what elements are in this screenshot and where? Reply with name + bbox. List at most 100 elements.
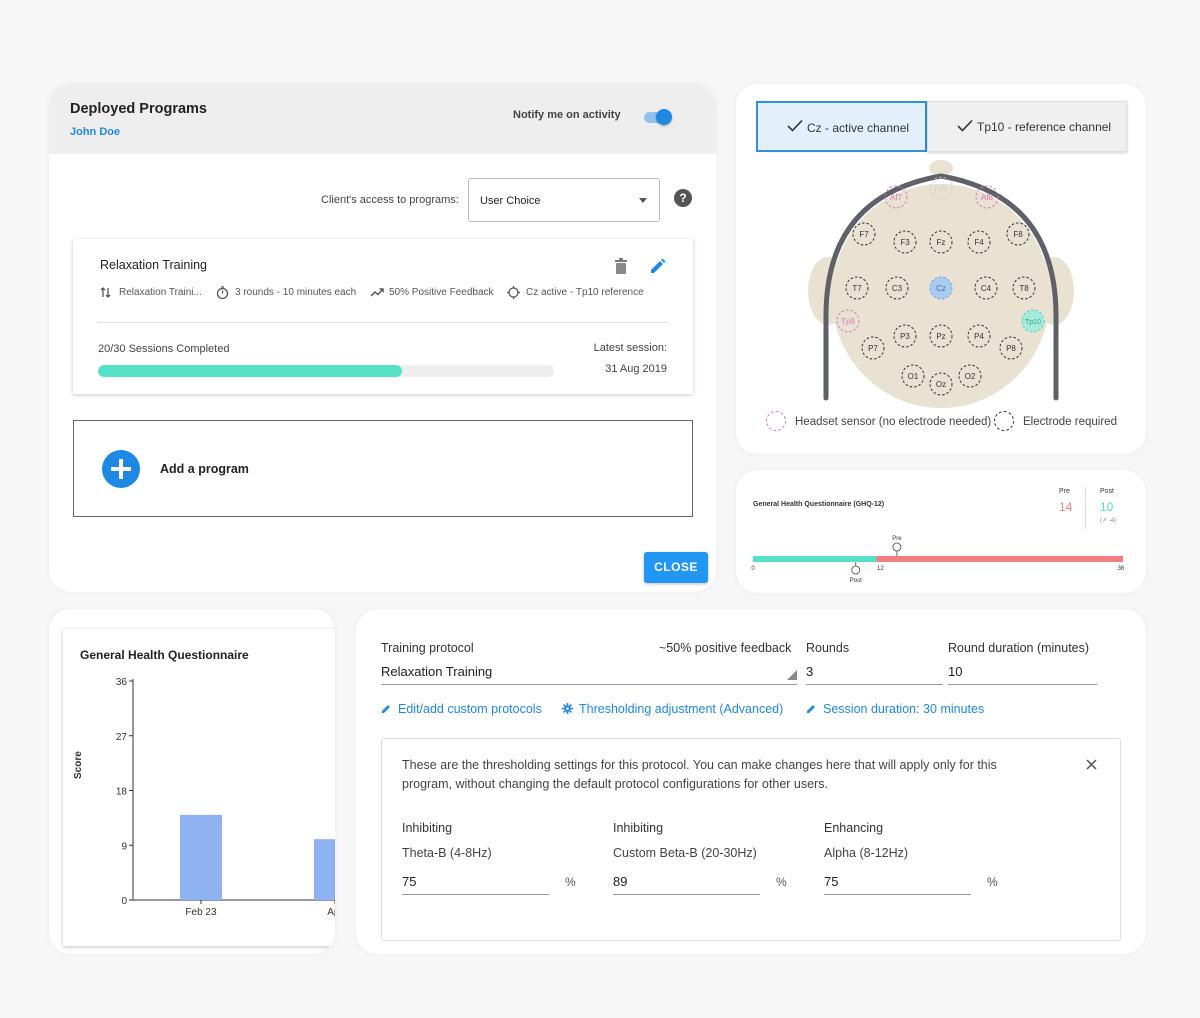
electrode-label: F4 — [974, 238, 984, 247]
session-duration-text: Session duration: 30 minutes — [823, 702, 985, 716]
band-2-name: Custom Beta-B (20-30Hz) — [613, 846, 757, 860]
electrode-ring — [836, 309, 860, 333]
electrode-ring — [974, 276, 998, 300]
headset-sensor-icon — [766, 411, 786, 431]
round-duration-input[interactable]: 10 — [948, 661, 1097, 685]
program-card[interactable]: Relaxation Training Relaxation Traini...… — [73, 239, 693, 394]
post-value: 10 — [1100, 500, 1114, 514]
electrode-label: P8 — [1006, 344, 1016, 353]
post-marker-head — [851, 565, 861, 575]
round-duration-value: 10 — [948, 664, 963, 679]
post-marker-label: Post — [850, 578, 862, 584]
band-2-input[interactable]: 89 — [613, 870, 760, 895]
meta-feedback-text: 50% Positive Feedback — [389, 287, 494, 298]
close-icon[interactable] — [1086, 759, 1097, 770]
electrode-map-panel: Cz - active channel Tp10 - reference cha… — [736, 84, 1146, 454]
panel-title: Deployed Programs — [70, 101, 207, 117]
pre-marker: Pre — [892, 536, 902, 556]
electrode-label: Af8 — [981, 193, 994, 202]
edit-protocols-text: Edit/add custom protocols — [398, 702, 542, 716]
electrode-label: Cz — [936, 284, 946, 293]
electrode-ring — [861, 336, 885, 360]
y-tick-label: 18 — [116, 787, 128, 798]
electrode-f4: F4 — [967, 230, 991, 254]
close-button[interactable]: CLOSE — [644, 552, 708, 583]
electrode-label: Fz — [937, 238, 946, 247]
questionnaire-title: General Health Questionnaire (GHQ-12) — [753, 501, 885, 508]
electrode-o1: O1 — [901, 364, 925, 388]
score-change: (↗ -4) — [1100, 518, 1117, 524]
electrode-ring — [893, 230, 917, 254]
chevron-down-icon — [639, 198, 647, 203]
pencil-icon — [807, 705, 815, 713]
rounds-label: Rounds — [806, 641, 850, 655]
protocol-value: Relaxation Training — [381, 664, 493, 679]
electrode-f3: F3 — [893, 230, 917, 254]
electrode-t8: T8 — [1012, 276, 1036, 300]
band-1-unit: % — [565, 875, 576, 889]
program-name: Relaxation Training — [100, 258, 208, 272]
add-program-button[interactable]: Add a program — [73, 420, 693, 517]
electrode-ring — [1006, 222, 1030, 246]
trash-icon[interactable] — [614, 258, 628, 274]
nose — [929, 160, 953, 176]
threshold-settings-box: These are the thresholding settings for … — [381, 738, 1121, 941]
electrode-f8: F8 — [1006, 222, 1030, 246]
electrode-ring — [999, 336, 1023, 360]
electrode-p8: P8 — [999, 336, 1023, 360]
notify-toggle[interactable] — [642, 108, 672, 125]
electrode-pz: Pz — [929, 324, 953, 348]
electrode-fz: Fz — [929, 230, 953, 254]
latest-session-label: Latest session: — [593, 342, 667, 354]
rounds-input[interactable]: 3 — [806, 661, 943, 685]
electrode-af7: Af7 — [884, 185, 908, 209]
electrode-p4: P4 — [967, 324, 991, 348]
electrode-label: P4 — [974, 332, 984, 341]
electrode-af8: Af8 — [975, 185, 999, 209]
electrode-ring — [929, 176, 953, 200]
electrode-ring — [967, 230, 991, 254]
band-2-title: Inhibiting — [613, 821, 664, 835]
plus-icon — [102, 450, 140, 488]
reference-channel-button[interactable]: Tp10 - reference channel — [927, 101, 1127, 152]
client-name-link[interactable]: John Doe — [70, 126, 121, 138]
electrode-ring — [929, 372, 953, 396]
electrode-ring — [885, 276, 909, 300]
pre-label: Pre — [1059, 488, 1070, 495]
electrode-ring — [958, 364, 982, 388]
electrode-label: F7 — [859, 230, 869, 239]
legend-headset-label: Headset sensor (no electrode needed) — [795, 416, 992, 428]
deployed-programs-panel: Deployed Programs John Doe Notify me on … — [49, 84, 716, 592]
band-1-input[interactable]: 75 — [402, 870, 549, 895]
crosshair-icon — [507, 286, 520, 299]
electrode-p3: P3 — [893, 324, 917, 348]
feedback-label: ~50% positive feedback — [659, 641, 792, 655]
electrode-ring — [1012, 276, 1036, 300]
help-icon[interactable]: ? — [674, 189, 692, 207]
y-tick-label: 36 — [116, 677, 128, 688]
electrode-ring — [975, 185, 999, 209]
electrode-icon — [994, 411, 1014, 431]
pencil-icon[interactable] — [649, 257, 667, 275]
sessions-completed: 20/30 Sessions Completed — [98, 343, 230, 355]
rounds-value: 3 — [806, 664, 814, 679]
active-channel-button[interactable]: Cz - active channel — [756, 101, 927, 152]
electrode-label: Fpz — [934, 184, 947, 193]
threshold-description: These are the thresholding settings for … — [402, 758, 997, 791]
band-3-title: Enhancing — [824, 821, 884, 835]
post-label: Post — [1100, 488, 1115, 495]
y-tick-label: 27 — [116, 732, 128, 743]
latest-session-date: 31 Aug 2019 — [605, 363, 667, 375]
round-duration-label: Round duration (minutes) — [948, 641, 1090, 655]
electrode-fpz: Fpz — [929, 176, 953, 200]
band-3-input[interactable]: 75 — [824, 870, 971, 895]
electrode-ring — [929, 276, 953, 300]
scale-healthy-range — [753, 556, 877, 562]
band-1-name: Theta-B (4-8Hz) — [402, 846, 492, 860]
y-tick-label: 9 — [121, 841, 127, 852]
band-3-value: 75 — [824, 874, 839, 889]
protocol-select[interactable]: Relaxation Training — [381, 661, 797, 685]
check-icon — [957, 119, 973, 132]
electrode-c4: C4 — [974, 276, 998, 300]
access-select[interactable]: User Choice — [468, 178, 660, 222]
